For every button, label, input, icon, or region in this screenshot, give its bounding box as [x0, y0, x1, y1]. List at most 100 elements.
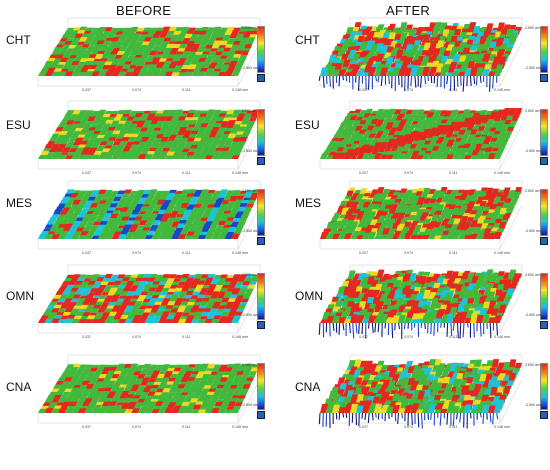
surface-cell [375, 53, 384, 63]
surface-cell [151, 318, 160, 323]
surface-cell [376, 119, 385, 125]
surface-cell [164, 116, 174, 122]
surface-cell [338, 152, 347, 159]
surface-cell [178, 291, 188, 296]
surface-cell [428, 315, 436, 323]
surface-cell [143, 37, 152, 42]
surface-cell [469, 44, 478, 52]
surface-cell [383, 298, 392, 306]
surface-cell [232, 217, 241, 222]
surface-cell [65, 120, 75, 125]
surface-cell [88, 147, 98, 153]
surface-cell [184, 155, 194, 159]
surface-cell [75, 217, 84, 222]
surface-cell [171, 72, 180, 76]
surface-cell [198, 409, 207, 413]
surface-cell [48, 402, 58, 407]
surface-cell [206, 150, 215, 156]
surface-cell [186, 277, 195, 282]
surface-cell [173, 216, 182, 222]
surface-cell [404, 67, 412, 76]
surface-cell [151, 116, 161, 122]
surface-cell [332, 152, 341, 159]
surface-cell [87, 33, 96, 39]
surface-cell [63, 288, 73, 293]
surface-cell [502, 376, 510, 383]
surface-cell [103, 213, 112, 219]
surface-cell [485, 147, 493, 153]
surface-cell [213, 190, 222, 195]
surface-dip [473, 322, 475, 338]
surface-cell [344, 152, 353, 159]
surface-cell [161, 287, 170, 293]
surface-cell [214, 374, 223, 379]
surface-cell [203, 61, 212, 66]
colorbar-min-label: -2.500 um [242, 403, 258, 407]
surface-cell [119, 405, 129, 410]
surface-cell [104, 154, 114, 159]
colorbar [257, 363, 265, 410]
surface-cell [204, 207, 214, 212]
surface-cell [480, 281, 489, 289]
surface-cell [61, 391, 71, 396]
surface-cell [132, 33, 141, 39]
surface-cell [55, 391, 64, 396]
surface-cell [59, 57, 69, 63]
surface-cell [413, 215, 422, 222]
surface-cell [144, 130, 153, 135]
surface-cell [158, 235, 167, 239]
surface-cell [498, 120, 506, 125]
surface-cell [200, 40, 209, 46]
surface-cell [90, 225, 100, 229]
surface-cell [222, 308, 232, 313]
surface-cell [199, 316, 208, 320]
surface-cell [386, 317, 394, 323]
surface-cell [133, 230, 142, 236]
surface-cell [126, 281, 135, 286]
surface-cell [150, 308, 159, 313]
surface-cell [482, 314, 490, 323]
surface-cell [356, 235, 365, 239]
surface-cell [59, 131, 69, 135]
surface-cell [161, 311, 171, 317]
surface-cell [464, 234, 472, 239]
surface-cell [93, 34, 103, 39]
surface-cell [237, 304, 246, 310]
surface-cell [229, 308, 238, 313]
surface-cell [201, 36, 211, 42]
surface-dip [456, 412, 458, 420]
surface-cell [104, 190, 113, 195]
surface-cell [198, 30, 208, 35]
surface-cell [221, 401, 230, 407]
surface-cell [138, 71, 147, 76]
surface-cell [151, 384, 160, 389]
surface-cell [119, 370, 129, 376]
surface-cell [154, 123, 164, 129]
surface-cell [488, 194, 496, 202]
surface-dip [479, 322, 482, 337]
surface-cell [389, 127, 398, 132]
surface-cell [86, 404, 96, 410]
surface-cell [81, 291, 90, 296]
surface-cell [176, 37, 185, 42]
surface-cell [436, 204, 445, 212]
surface-cell [164, 371, 174, 376]
surface-cell [422, 153, 430, 159]
surface-cell [356, 394, 365, 403]
surface-cell [356, 405, 365, 413]
surface-cell [398, 68, 406, 76]
surface-cell [173, 367, 182, 372]
surface-cell [58, 319, 67, 323]
surface-cell [501, 111, 509, 118]
surface-cell [148, 41, 157, 46]
surface-cell [137, 120, 146, 125]
surface-cell [452, 53, 461, 63]
surface-cell [205, 113, 214, 118]
surface-cell [83, 50, 93, 56]
surface-cell [53, 294, 62, 299]
surface-cell [109, 50, 119, 56]
surface-cell [119, 197, 129, 202]
surface-cell [195, 387, 204, 393]
surface-cell [85, 364, 94, 369]
